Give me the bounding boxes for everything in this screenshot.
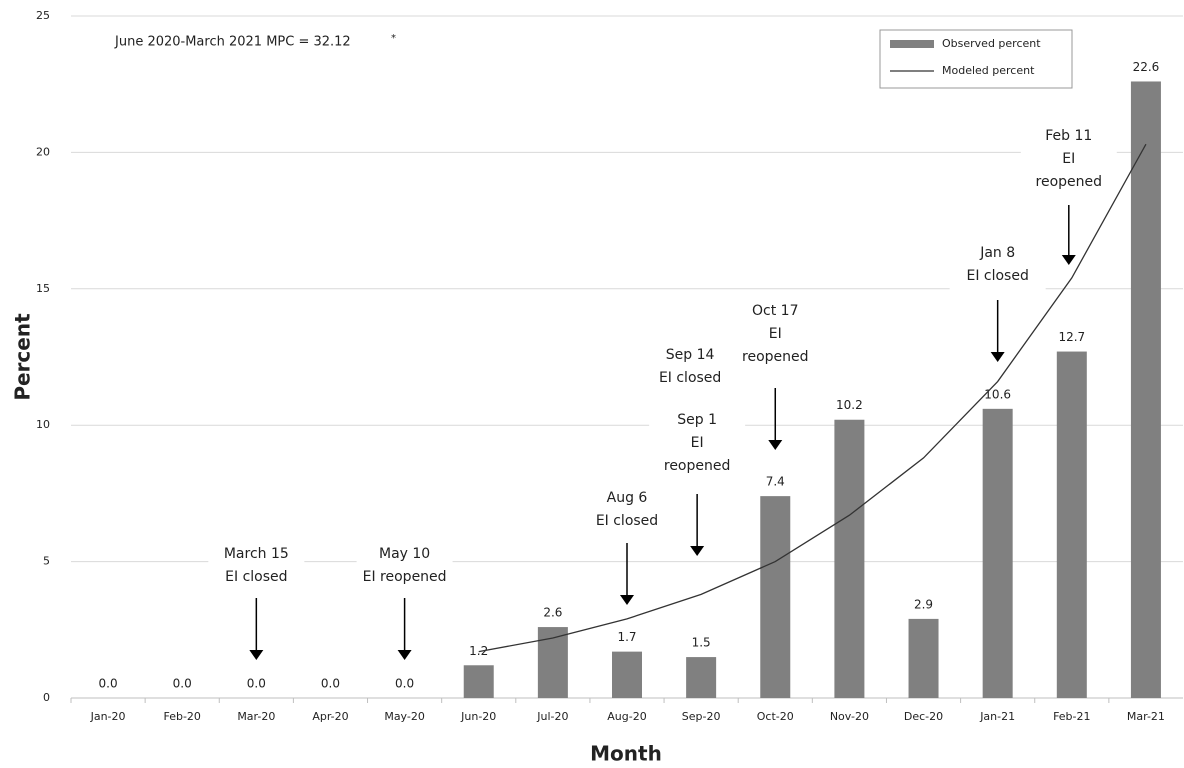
annotation-arrowhead (690, 546, 705, 556)
annotation-arrowhead (768, 440, 783, 450)
bar (463, 665, 494, 698)
x-tick-label: Aug-20 (607, 710, 646, 723)
y-tick-label: 15 (36, 282, 50, 295)
x-tick-label: Jun-20 (460, 710, 496, 723)
x-tick-label: Oct-20 (757, 710, 794, 723)
value-label: 0.0 (173, 677, 192, 691)
mpc-annotation-mark: * (391, 33, 396, 44)
annotation-text: EI closed (966, 268, 1028, 284)
x-tick-label: Feb-21 (1053, 710, 1090, 723)
annotation-text: Sep 14 (666, 347, 715, 363)
legend-label: Observed percent (942, 37, 1041, 50)
annotation-text: EI closed (225, 569, 287, 585)
annotation-text: EI closed (596, 513, 658, 529)
annotation-text: reopened (1036, 174, 1103, 190)
y-tick-label: 0 (43, 691, 50, 704)
value-label: 0.0 (395, 677, 414, 691)
x-tick-label: Nov-20 (830, 710, 869, 723)
x-axis-title: Month (590, 742, 662, 766)
x-tick-label: Mar-20 (237, 710, 275, 723)
value-label: 1.2 (469, 644, 488, 658)
value-label: 1.7 (617, 630, 636, 644)
value-label: 0.0 (247, 677, 266, 691)
x-tick-label: Sep-20 (682, 710, 721, 723)
x-tick-label: Jan-20 (90, 710, 126, 723)
bar (686, 657, 717, 698)
annotation-text: Aug 6 (607, 490, 648, 506)
value-label: 0.0 (321, 677, 340, 691)
value-label: 7.4 (766, 475, 785, 489)
annotation-text: March 15 (224, 546, 289, 562)
annotation-text: EI closed (659, 370, 721, 386)
annotation-arrowhead (397, 650, 412, 660)
y-tick-label: 10 (36, 418, 50, 431)
annotation-text: EI (691, 435, 704, 451)
y-tick-label: 5 (43, 555, 50, 568)
y-axis-title: Percent (11, 313, 35, 401)
annotation-text: reopened (664, 458, 731, 474)
annotation-text: Sep 1 (677, 412, 717, 428)
annotation-bg (1020, 123, 1117, 196)
y-tick-label: 20 (36, 145, 50, 158)
x-tick-label: Jul-20 (536, 710, 568, 723)
value-label: 12.7 (1058, 330, 1085, 344)
value-label: 2.6 (543, 606, 562, 620)
annotation-text: Feb 11 (1045, 128, 1092, 144)
annotation-bg (356, 541, 453, 591)
x-tick-label: Apr-20 (312, 710, 348, 723)
annotation-bg (579, 485, 675, 535)
value-label: 10.2 (836, 398, 863, 412)
bar (982, 408, 1013, 698)
bar (908, 618, 939, 698)
value-label: 10.6 (984, 387, 1011, 401)
annotation-text: May 10 (379, 546, 430, 562)
bar (1130, 81, 1161, 699)
value-label: 2.9 (914, 597, 933, 611)
annotation-bg (208, 541, 305, 591)
annotation-text: Oct 17 (752, 303, 798, 319)
legend-label: Modeled percent (942, 64, 1035, 77)
value-label: 0.0 (99, 677, 118, 691)
value-label: 1.5 (692, 636, 711, 650)
value-label: 22.6 (1133, 60, 1160, 74)
annotation-arrowhead (620, 595, 634, 605)
bar (760, 496, 791, 698)
annotation-text: EI (1062, 151, 1075, 167)
annotation-text: reopened (742, 349, 809, 365)
annotation-arrowhead (249, 650, 264, 660)
line (478, 143, 1147, 653)
annotation-bg (949, 240, 1046, 290)
annotation-bg (642, 342, 739, 392)
legend-swatch (890, 40, 934, 48)
x-tick-label: Jan-21 (979, 710, 1015, 723)
annotation-text: EI reopened (363, 569, 447, 585)
annotation-bg (727, 298, 824, 371)
annotation-text: EI (769, 326, 782, 342)
x-tick-label: Mar-21 (1127, 710, 1165, 723)
annotation-arrowhead (1061, 255, 1076, 265)
bar (612, 651, 642, 698)
x-tick-label: Feb-20 (163, 710, 200, 723)
annotation-arrowhead (990, 352, 1005, 362)
bar (834, 419, 865, 698)
y-tick-label: 25 (36, 9, 50, 22)
annotation-bg (649, 407, 746, 480)
legend-box (879, 29, 1073, 89)
x-tick-label: May-20 (384, 710, 425, 723)
mpc-annotation: June 2020-March 2021 MPC = 32.12 (114, 35, 351, 50)
bar (1056, 351, 1087, 698)
x-tick-label: Dec-20 (904, 710, 943, 723)
annotation-text: Jan 8 (979, 245, 1015, 261)
bar (537, 627, 568, 698)
